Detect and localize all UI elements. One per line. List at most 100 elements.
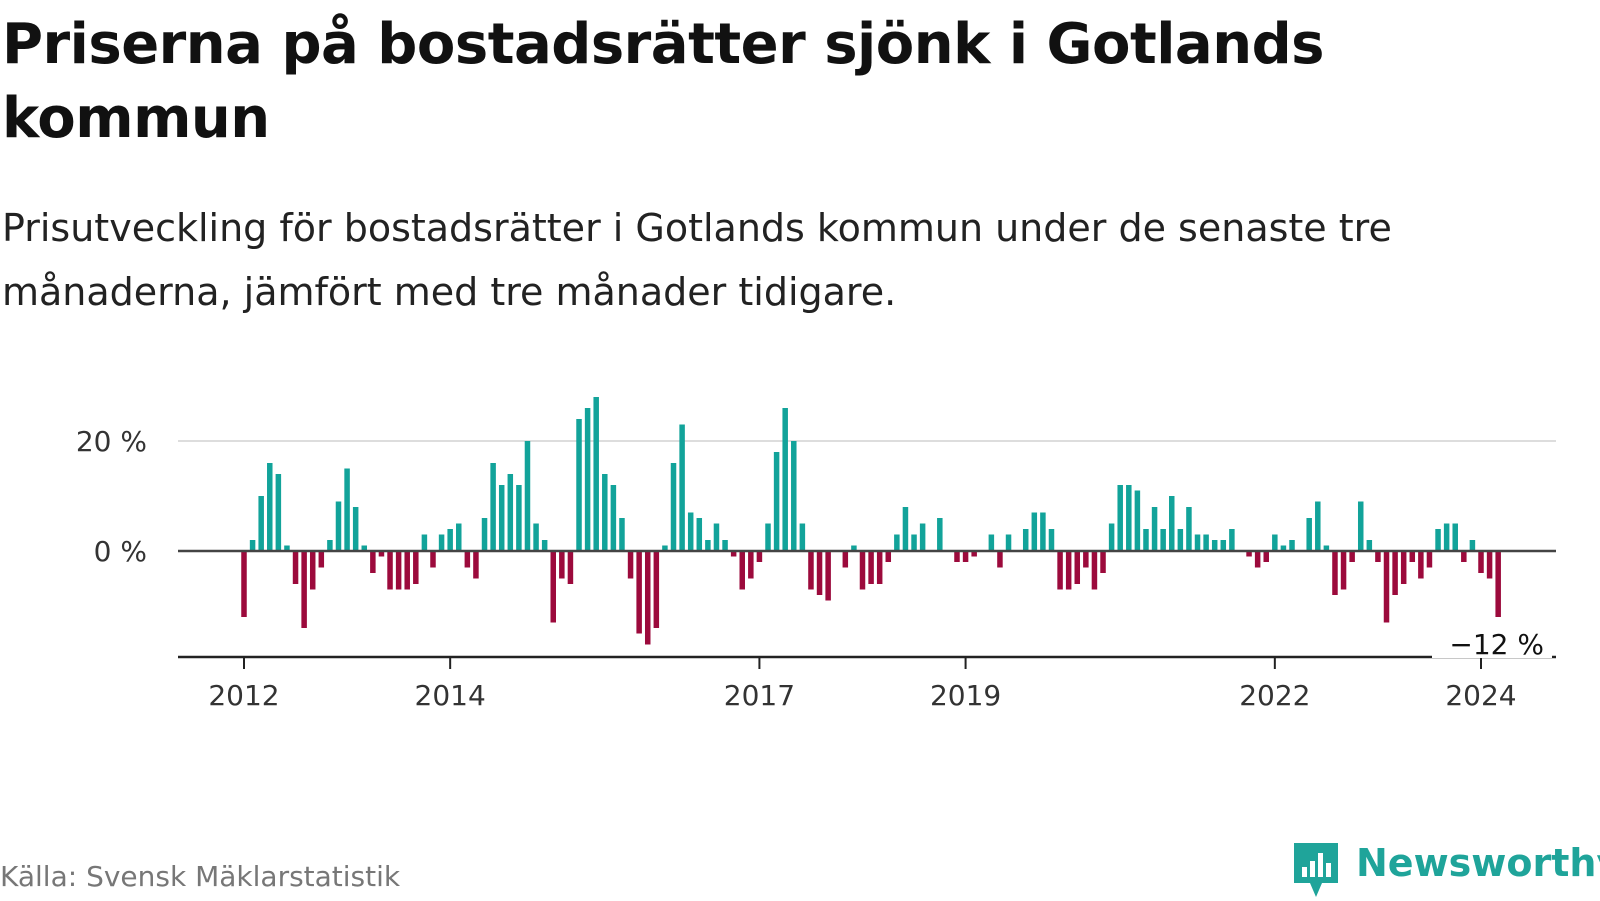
bar bbox=[894, 534, 900, 551]
bar bbox=[627, 551, 634, 579]
bar bbox=[1400, 551, 1407, 584]
bar bbox=[730, 551, 737, 557]
bar bbox=[395, 551, 402, 590]
x-tick-label: 2019 bbox=[930, 679, 1001, 712]
x-tick-label: 2022 bbox=[1239, 679, 1310, 712]
bar bbox=[1357, 501, 1364, 551]
bar bbox=[1375, 551, 1381, 562]
bar bbox=[1443, 523, 1450, 551]
bar bbox=[498, 485, 505, 551]
bar bbox=[1461, 551, 1467, 562]
bar bbox=[507, 474, 514, 551]
bar bbox=[842, 551, 849, 568]
bar bbox=[1031, 512, 1038, 551]
x-tick-label: 2024 bbox=[1445, 679, 1516, 712]
bar bbox=[267, 463, 273, 551]
bar bbox=[988, 534, 995, 551]
bar bbox=[868, 551, 874, 584]
bar bbox=[1340, 551, 1347, 590]
bar bbox=[258, 496, 264, 551]
bar bbox=[782, 408, 788, 551]
newsworthy-logo-icon bbox=[1294, 843, 1338, 897]
bar bbox=[1151, 507, 1158, 551]
bar bbox=[619, 518, 625, 551]
y-tick-label: 0 % bbox=[94, 535, 147, 568]
bar bbox=[756, 551, 763, 562]
bar bbox=[1194, 534, 1201, 551]
bar bbox=[1108, 523, 1115, 551]
bar bbox=[1272, 534, 1278, 551]
bar bbox=[662, 545, 668, 551]
bar bbox=[825, 551, 831, 601]
bar bbox=[1435, 529, 1441, 551]
bar bbox=[516, 485, 522, 551]
bar bbox=[301, 551, 307, 628]
bar bbox=[576, 419, 582, 551]
bar bbox=[937, 518, 943, 551]
bar bbox=[1211, 540, 1218, 551]
bar bbox=[1203, 534, 1209, 551]
brand-name: Newsworthy bbox=[1356, 841, 1600, 885]
bar bbox=[876, 551, 883, 584]
bar bbox=[1366, 540, 1373, 551]
bar bbox=[421, 534, 428, 551]
bar bbox=[1478, 551, 1484, 573]
bar bbox=[430, 551, 436, 568]
x-tick-label: 2017 bbox=[724, 679, 795, 712]
bar bbox=[593, 397, 599, 551]
bar bbox=[1332, 551, 1338, 595]
bar bbox=[954, 551, 960, 562]
bar bbox=[1048, 529, 1055, 551]
bar bbox=[773, 452, 780, 551]
source-note: Källa: Svensk Mäklarstatistik bbox=[0, 860, 401, 893]
bar-chart: 0 % 20 % 2012 2014 2017 2019 2022 2024 −12 % bbox=[76, 397, 1556, 712]
bar bbox=[1383, 551, 1390, 623]
bar bbox=[1083, 551, 1089, 568]
x-tick-label: 2014 bbox=[415, 679, 486, 712]
bar bbox=[997, 551, 1003, 568]
bar bbox=[1091, 551, 1098, 590]
bar bbox=[1495, 551, 1501, 617]
bar bbox=[670, 463, 677, 551]
bar bbox=[911, 534, 917, 551]
bar bbox=[1074, 551, 1081, 584]
bar bbox=[765, 523, 771, 551]
bar bbox=[370, 551, 376, 573]
bar bbox=[1426, 551, 1433, 568]
bar bbox=[541, 540, 548, 551]
bar bbox=[1177, 529, 1184, 551]
bar bbox=[352, 507, 359, 551]
bar bbox=[249, 540, 256, 551]
bar bbox=[524, 441, 531, 551]
bar bbox=[1134, 490, 1141, 551]
bar bbox=[1323, 545, 1330, 551]
bar bbox=[851, 545, 857, 551]
bar bbox=[584, 408, 591, 551]
bar bbox=[799, 523, 806, 551]
bar bbox=[1246, 551, 1252, 557]
bar bbox=[318, 551, 325, 568]
bar bbox=[473, 551, 479, 579]
bar bbox=[344, 468, 350, 551]
y-tick-label: 20 % bbox=[76, 425, 147, 458]
bar bbox=[859, 551, 866, 590]
bar bbox=[559, 551, 565, 579]
bar bbox=[1005, 534, 1012, 551]
bar bbox=[722, 540, 728, 551]
bar bbox=[327, 540, 333, 551]
last-value-label-bg bbox=[1432, 624, 1552, 658]
chart-title: Priserna på bostadsrätter sjönk i Gotlan… bbox=[2, 12, 1325, 151]
bar bbox=[1220, 540, 1227, 551]
bar bbox=[1022, 529, 1029, 551]
bar bbox=[679, 424, 685, 551]
bar bbox=[1392, 551, 1398, 595]
bar bbox=[1418, 551, 1424, 579]
bar bbox=[705, 540, 711, 551]
bar bbox=[1100, 551, 1106, 573]
last-value-label: −12 % bbox=[1449, 628, 1544, 661]
bar bbox=[687, 512, 694, 551]
bar bbox=[962, 551, 969, 562]
bar bbox=[481, 518, 488, 551]
bar bbox=[971, 551, 977, 557]
bar bbox=[378, 551, 385, 557]
